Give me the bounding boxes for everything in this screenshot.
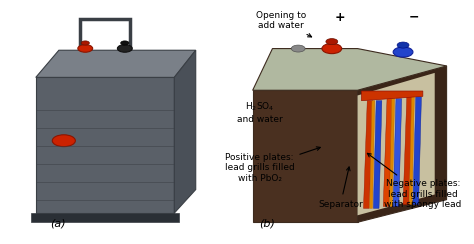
Circle shape: [397, 42, 409, 48]
Text: (b): (b): [260, 218, 275, 228]
Circle shape: [81, 41, 90, 45]
Polygon shape: [253, 49, 447, 90]
Polygon shape: [357, 66, 447, 222]
Text: Separator: Separator: [318, 167, 363, 209]
Text: (a): (a): [50, 218, 66, 228]
Text: Positive plates:
lead grills filled
with PbO₂: Positive plates: lead grills filled with…: [225, 147, 320, 183]
Circle shape: [121, 41, 129, 45]
Polygon shape: [364, 101, 373, 208]
Polygon shape: [413, 97, 421, 204]
Polygon shape: [370, 101, 375, 208]
Polygon shape: [383, 99, 392, 206]
Polygon shape: [36, 77, 174, 213]
Circle shape: [78, 45, 92, 52]
Text: Opening to
add water: Opening to add water: [255, 11, 311, 37]
Ellipse shape: [291, 45, 305, 52]
Text: H$_2$SO$_4$
and water: H$_2$SO$_4$ and water: [237, 101, 283, 124]
Polygon shape: [174, 50, 196, 213]
Circle shape: [326, 39, 338, 45]
Circle shape: [52, 135, 75, 147]
Text: Negative plates:
lead grills filled
with spongy lead: Negative plates: lead grills filled with…: [367, 153, 462, 209]
Text: +: +: [334, 10, 345, 24]
Polygon shape: [390, 99, 394, 206]
Polygon shape: [409, 97, 414, 204]
Polygon shape: [393, 99, 401, 206]
Circle shape: [322, 43, 342, 54]
Polygon shape: [362, 91, 423, 101]
Polygon shape: [403, 97, 412, 204]
Polygon shape: [374, 101, 382, 208]
Polygon shape: [357, 73, 435, 215]
Circle shape: [118, 45, 132, 52]
Circle shape: [393, 47, 413, 57]
Polygon shape: [253, 90, 357, 222]
Polygon shape: [36, 50, 196, 77]
Text: −: −: [409, 10, 419, 24]
Polygon shape: [31, 213, 179, 222]
